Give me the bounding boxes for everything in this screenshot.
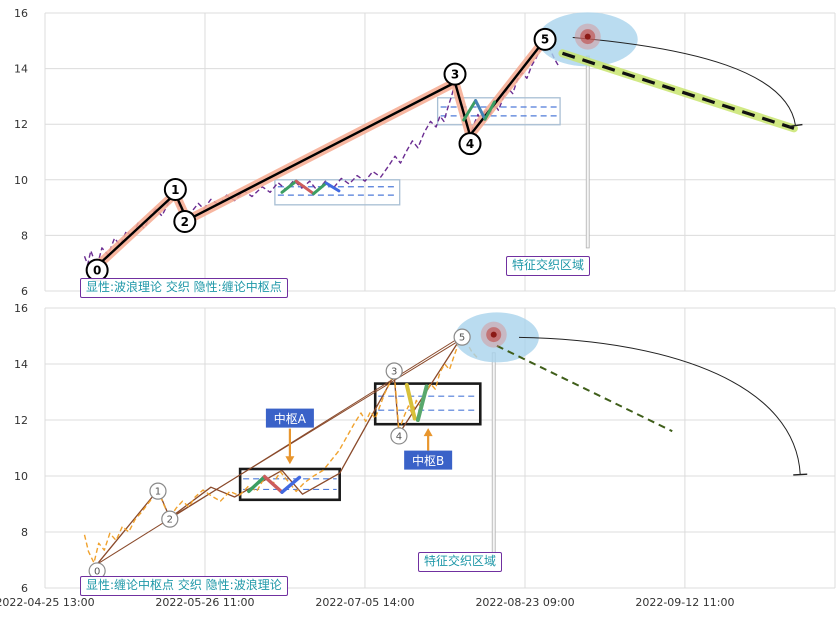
forecast-glow [558,49,798,133]
x-tick-label: 2022-05-26 11:00 [155,596,254,609]
elliott-wave-line [96,38,547,267]
wave-marker-1 [149,482,167,500]
wave-marker-label: 0 [93,263,101,277]
wave-marker-label: 1 [171,183,179,197]
wave-marker-4 [390,427,408,445]
pivot-box [373,382,482,426]
pivot-stroke [262,474,284,494]
pivot-stroke [324,181,341,193]
pivot-box [274,179,401,206]
wave-marker-5 [533,27,557,51]
wave-marker-3 [385,362,403,380]
bottom-panel-caption: 显性:缠论中枢点 交织 隐性:波浪理论 [80,576,288,596]
pivot-stroke [462,99,478,122]
y-tick-label: 14 [14,358,28,371]
pivot-label-arrowhead [423,428,433,437]
wave-marker-label: 3 [391,367,397,378]
wave-marker-2 [161,510,179,528]
wave-marker-label: 5 [459,333,465,344]
pivot-label-text: 中枢B [412,453,444,468]
pivot-stroke [247,474,267,494]
wave-marker-3 [443,62,467,86]
wave-marker-label: 4 [466,137,474,151]
pivot-stroke [483,100,496,121]
forecast-arc-endcap [793,473,808,476]
target-rings [490,331,497,338]
pivot-label-box [265,408,314,428]
wave-marker-4 [458,132,482,156]
wave-marker-2 [173,210,197,233]
pivot-stroke [474,99,487,121]
x-tick-label: 2022-07-05 14:00 [315,596,414,609]
pivot-stroke [312,181,328,196]
pivot-stroke [404,383,417,421]
x-tick-label: 2022-08-23 09:00 [475,596,574,609]
pivot-label-arrowhead [285,456,295,465]
target-rings [584,33,591,40]
forecast-arc [518,336,801,475]
y-tick-label: 6 [21,582,28,595]
top-panel-caption: 显性:波浪理论 交织 隐性:缠论中枢点 [80,278,288,298]
wave-marker-label: 3 [451,67,459,81]
y-tick-label: 10 [14,470,28,483]
x-tick-label: 2022-09-12 11:00 [635,596,734,609]
wave-marker-label: 4 [396,432,402,443]
price-line-chan-view [83,331,479,564]
elliott-wave-glow [92,34,550,271]
y-tick-label: 16 [14,302,28,315]
y-tick-label: 8 [21,229,28,242]
y-tick-label: 6 [21,285,28,298]
y-tick-label: 12 [14,118,28,131]
y-tick-label: 14 [14,63,28,76]
wave-marker-label: 5 [541,33,549,47]
y-tick-label: 8 [21,526,28,539]
y-tick-label: 10 [14,174,28,187]
pivot-stroke [294,179,316,196]
pivot-box [238,467,341,502]
wave-marker-label: 2 [167,515,173,526]
y-tick-label: 12 [14,414,28,427]
bottom-region-label: 特征交织区域 [418,552,503,572]
wave-marker-1 [163,178,187,202]
forecast-dash-line [496,344,673,433]
forecast-arc-endcap [788,123,803,128]
event-marker-line [491,352,496,562]
top-region-label: 特征交织区域 [506,256,591,276]
pivot-label-text: 中枢A [274,411,307,426]
pivot-label-box [404,450,453,470]
wave-marker-5 [453,328,471,346]
wave-marker-label: 1 [155,487,161,498]
y-tick-label: 16 [14,7,28,20]
event-marker-line [585,55,590,249]
pivot-stroke [415,384,429,422]
chan-segment-line [169,338,463,519]
pivot-stroke [280,179,298,194]
x-tick-label: 2022-04-25 13:00 [0,596,95,609]
wave-marker-label: 2 [181,215,189,229]
wave-marker-label: 0 [94,567,100,578]
forecast-arc [572,36,796,126]
pivot-stroke [280,475,302,494]
